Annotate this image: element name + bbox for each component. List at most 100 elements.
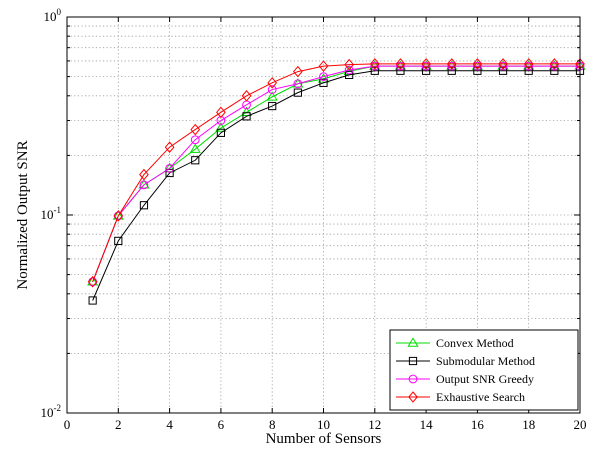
x-tick-label: 10 xyxy=(317,417,330,432)
square-marker xyxy=(422,66,431,75)
diamond-marker xyxy=(164,141,175,153)
diamond-marker xyxy=(216,106,226,119)
circle-marker xyxy=(293,79,303,89)
diamond-marker xyxy=(139,168,149,181)
x-tick-label: 16 xyxy=(471,417,485,432)
diamond-marker xyxy=(267,77,278,89)
series-output-snr-greedy xyxy=(88,61,585,287)
y-tick-base: 10 xyxy=(41,405,54,420)
square-marker xyxy=(498,66,508,75)
diamond-marker xyxy=(87,275,98,288)
x-tick-label: 0 xyxy=(64,417,71,432)
triangle-marker xyxy=(407,337,419,347)
y-tick-exponent: -1 xyxy=(54,205,62,215)
triangle-marker xyxy=(189,143,201,153)
circle-marker xyxy=(549,61,559,71)
triangle-marker xyxy=(164,162,176,173)
circle-marker xyxy=(396,61,405,71)
circle-marker xyxy=(370,61,380,71)
legend: Convex Method Submodular Method Output SNR… xyxy=(389,329,579,411)
circle-marker xyxy=(408,374,418,384)
diamond-marker xyxy=(421,58,431,70)
series-line xyxy=(92,70,580,301)
diamond-marker xyxy=(241,90,252,102)
legend-label: Exhaustive Search xyxy=(436,390,525,404)
y-axis-label: Normalized Output SNR xyxy=(15,140,31,289)
circle-marker xyxy=(319,72,328,82)
circle-marker xyxy=(344,65,354,75)
y-tick-label: 100 xyxy=(44,7,62,24)
legend-item: Exhaustive Search xyxy=(396,390,525,404)
diamond-marker xyxy=(344,58,355,71)
circle-marker xyxy=(190,135,200,145)
square-marker xyxy=(408,356,418,366)
diamond-marker xyxy=(472,58,483,70)
square-marker xyxy=(524,66,533,75)
triangle-marker xyxy=(138,179,150,189)
circle-marker xyxy=(139,180,149,190)
square-marker xyxy=(370,66,379,75)
square-marker xyxy=(114,236,123,245)
plot-series xyxy=(87,58,586,305)
diamond-marker xyxy=(190,123,201,136)
legend-label: Convex Method xyxy=(436,336,514,350)
x-tick-label: 14 xyxy=(420,417,434,432)
circle-marker xyxy=(473,61,482,71)
x-tick-label: 6 xyxy=(218,417,225,432)
x-tick-label: 20 xyxy=(574,417,587,432)
x-tick-label: 18 xyxy=(522,417,535,432)
diamond-marker xyxy=(113,210,124,222)
triangle-marker xyxy=(112,210,124,220)
y-tick-base: 10 xyxy=(41,207,54,222)
legend-item: Convex Method xyxy=(396,336,514,350)
square-marker xyxy=(139,201,149,210)
x-tick-label: 4 xyxy=(166,417,173,432)
circle-marker xyxy=(524,61,534,71)
circle-marker xyxy=(267,85,277,94)
triangle-marker xyxy=(240,106,253,117)
legend-item: Submodular Method xyxy=(396,354,535,368)
circle-marker xyxy=(421,61,431,71)
square-marker xyxy=(550,66,559,75)
square-marker xyxy=(319,78,328,87)
diamond-marker xyxy=(498,58,508,70)
y-tick-label: 10-2 xyxy=(41,403,62,420)
series-exhaustive-search xyxy=(87,58,585,288)
y-tick-base: 10 xyxy=(44,9,57,24)
circle-marker xyxy=(498,61,508,71)
legend-item: Output SNR Greedy xyxy=(396,372,534,386)
square-marker xyxy=(345,70,354,80)
diamond-marker xyxy=(395,58,406,70)
square-marker xyxy=(293,88,302,97)
square-marker xyxy=(268,101,277,111)
triangle-marker xyxy=(266,91,278,101)
x-tick-label: 8 xyxy=(269,417,276,432)
circle-marker xyxy=(447,61,457,71)
diamond-marker xyxy=(408,391,418,403)
y-tick-exponent: -2 xyxy=(54,403,62,413)
diamond-marker xyxy=(523,58,534,70)
y-tick-label: 10-1 xyxy=(41,205,62,222)
triangle-marker xyxy=(215,122,227,132)
square-marker xyxy=(242,112,251,121)
diamond-marker xyxy=(292,65,303,78)
square-marker xyxy=(216,128,226,137)
diamond-marker xyxy=(446,58,457,70)
legend-label: Output SNR Greedy xyxy=(436,372,534,386)
x-tick-label: 2 xyxy=(115,417,122,432)
square-marker xyxy=(88,296,97,305)
series-submodular-method xyxy=(88,66,585,305)
legend-label: Submodular Method xyxy=(436,354,535,368)
x-axis-label: Number of Sensors xyxy=(266,431,382,447)
y-tick-exponent: 0 xyxy=(57,7,62,17)
square-marker xyxy=(165,168,174,178)
triangle-marker xyxy=(317,73,330,83)
diamond-marker xyxy=(369,58,380,70)
square-marker xyxy=(473,66,482,75)
diamond-marker xyxy=(318,60,329,72)
circle-marker xyxy=(165,163,175,173)
diamond-marker xyxy=(549,58,560,70)
square-marker xyxy=(396,66,405,75)
